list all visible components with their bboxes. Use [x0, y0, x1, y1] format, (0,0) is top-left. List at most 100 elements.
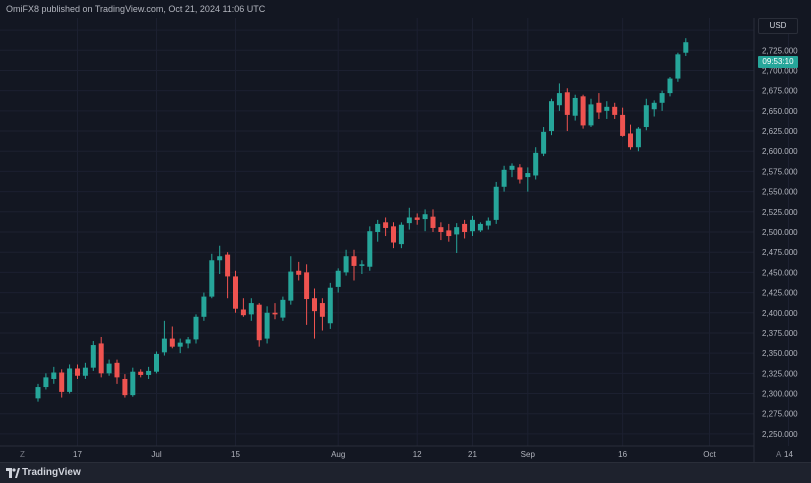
candle[interactable] — [620, 107, 626, 137]
candle-body — [327, 287, 333, 324]
candle[interactable] — [217, 245, 223, 274]
candle[interactable] — [572, 94, 578, 121]
candle[interactable] — [556, 83, 562, 111]
candle[interactable] — [106, 359, 112, 376]
candle[interactable] — [82, 362, 88, 379]
candle[interactable] — [628, 124, 633, 150]
candle[interactable] — [604, 101, 610, 119]
candle[interactable] — [683, 38, 689, 56]
candle[interactable] — [280, 296, 286, 321]
currency-selector[interactable]: USD — [758, 18, 798, 34]
y-tick-label: 2,275.000 — [762, 410, 798, 419]
candle[interactable] — [264, 306, 270, 344]
candle[interactable] — [430, 209, 436, 232]
candle[interactable] — [169, 326, 175, 349]
candle[interactable] — [67, 364, 73, 394]
candle[interactable] — [240, 298, 246, 317]
candle[interactable] — [635, 127, 641, 152]
candle[interactable] — [256, 303, 262, 347]
candle[interactable] — [477, 222, 483, 232]
candle[interactable] — [549, 98, 554, 136]
candle[interactable] — [75, 364, 80, 379]
candle[interactable] — [51, 366, 57, 384]
candle[interactable] — [312, 288, 317, 339]
candle[interactable] — [319, 298, 325, 331]
candle[interactable] — [651, 100, 657, 117]
candle[interactable] — [122, 374, 128, 398]
candle[interactable] — [446, 223, 452, 242]
candle[interactable] — [383, 217, 389, 237]
candle-body — [138, 371, 144, 375]
candle[interactable] — [422, 209, 428, 232]
candle[interactable] — [343, 249, 349, 276]
candle[interactable] — [367, 226, 373, 271]
candle[interactable] — [130, 367, 136, 397]
candle[interactable] — [201, 292, 207, 321]
candle[interactable] — [414, 213, 420, 225]
candle[interactable] — [288, 256, 294, 305]
candle[interactable] — [209, 253, 215, 299]
candle[interactable] — [596, 93, 602, 119]
candle[interactable] — [588, 98, 594, 128]
candle[interactable] — [43, 373, 49, 390]
candle-body — [169, 338, 175, 347]
candle[interactable] — [35, 383, 41, 402]
candle[interactable] — [296, 261, 302, 281]
candle[interactable] — [146, 366, 152, 379]
candle[interactable] — [359, 260, 365, 274]
candle-body — [398, 224, 404, 245]
candle[interactable] — [154, 351, 159, 374]
candle[interactable] — [304, 264, 310, 325]
candle-body — [438, 227, 444, 232]
candle[interactable] — [375, 219, 381, 242]
candle[interactable] — [667, 76, 673, 97]
candle[interactable] — [335, 268, 341, 293]
candle[interactable] — [580, 94, 586, 129]
candle[interactable] — [485, 217, 491, 230]
candle[interactable] — [90, 341, 96, 371]
candle[interactable] — [462, 219, 468, 239]
candle[interactable] — [406, 207, 412, 230]
candle[interactable] — [138, 369, 144, 378]
candle[interactable] — [533, 147, 539, 180]
candle[interactable] — [272, 303, 278, 320]
candle[interactable] — [98, 336, 104, 378]
candle[interactable] — [493, 181, 499, 224]
candle[interactable] — [612, 102, 618, 119]
candle[interactable] — [351, 249, 357, 281]
candle[interactable] — [193, 314, 199, 344]
candle[interactable] — [233, 270, 238, 313]
candle[interactable] — [643, 98, 649, 131]
candle[interactable] — [659, 90, 665, 111]
candle[interactable] — [541, 127, 547, 157]
candle[interactable] — [454, 223, 460, 253]
candle[interactable] — [398, 222, 404, 249]
candle[interactable] — [391, 222, 396, 249]
candle[interactable] — [248, 298, 254, 321]
x-tick-label: 15 — [231, 450, 240, 459]
candle[interactable] — [161, 320, 167, 356]
candle[interactable] — [114, 359, 120, 384]
candle[interactable] — [327, 282, 333, 329]
candle[interactable] — [509, 163, 515, 178]
tradingview-logo-icon[interactable] — [6, 468, 20, 478]
candle[interactable] — [59, 369, 65, 398]
y-tick-label: 2,475.000 — [762, 248, 798, 257]
candle[interactable] — [438, 222, 444, 241]
time-axis-right-marker[interactable]: A — [776, 450, 782, 459]
candle[interactable] — [177, 338, 183, 354]
candle[interactable] — [564, 88, 570, 132]
time-axis-left-marker[interactable]: Z — [20, 450, 25, 459]
candle[interactable] — [225, 252, 231, 299]
candle[interactable] — [501, 165, 507, 192]
y-tick-label: 2,625.000 — [762, 127, 798, 136]
candle[interactable] — [517, 164, 523, 184]
candle[interactable] — [470, 215, 475, 237]
y-tick-label: 2,600.000 — [762, 147, 798, 156]
candle-body — [59, 372, 65, 392]
tradingview-brand[interactable]: TradingView — [22, 467, 81, 478]
candlestick-chart[interactable]: 2,250.000 2,275.000 2,300.000 2,325.000 2,35… — [0, 0, 811, 462]
candle[interactable] — [185, 336, 191, 349]
candle[interactable] — [675, 52, 681, 82]
candle[interactable] — [525, 167, 531, 192]
